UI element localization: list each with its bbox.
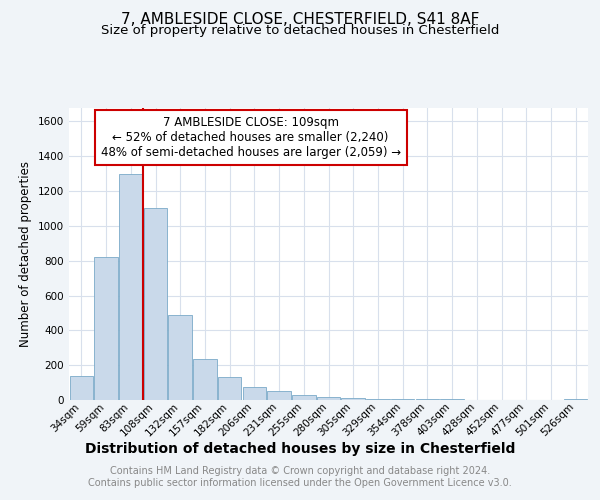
Text: Size of property relative to detached houses in Chesterfield: Size of property relative to detached ho… — [101, 24, 499, 37]
Bar — [366, 399, 389, 400]
Bar — [193, 359, 217, 400]
Bar — [317, 396, 340, 400]
Bar — [70, 376, 93, 400]
Bar — [144, 208, 167, 400]
Text: Contains HM Land Registry data © Crown copyright and database right 2024.
Contai: Contains HM Land Registry data © Crown c… — [88, 466, 512, 487]
Text: Distribution of detached houses by size in Chesterfield: Distribution of detached houses by size … — [85, 442, 515, 456]
Bar — [169, 314, 192, 400]
Bar — [94, 257, 118, 400]
Text: 7, AMBLESIDE CLOSE, CHESTERFIELD, S41 8AF: 7, AMBLESIDE CLOSE, CHESTERFIELD, S41 8A… — [121, 12, 479, 28]
Bar — [564, 399, 587, 400]
Bar — [391, 399, 415, 400]
Bar — [119, 174, 143, 400]
Bar — [292, 395, 316, 400]
Text: 7 AMBLESIDE CLOSE: 109sqm
← 52% of detached houses are smaller (2,240)
48% of se: 7 AMBLESIDE CLOSE: 109sqm ← 52% of detac… — [101, 116, 401, 160]
Bar — [218, 378, 241, 400]
Bar — [268, 392, 291, 400]
Bar — [341, 398, 365, 400]
Bar — [242, 387, 266, 400]
Y-axis label: Number of detached properties: Number of detached properties — [19, 161, 32, 347]
Bar — [416, 399, 439, 400]
